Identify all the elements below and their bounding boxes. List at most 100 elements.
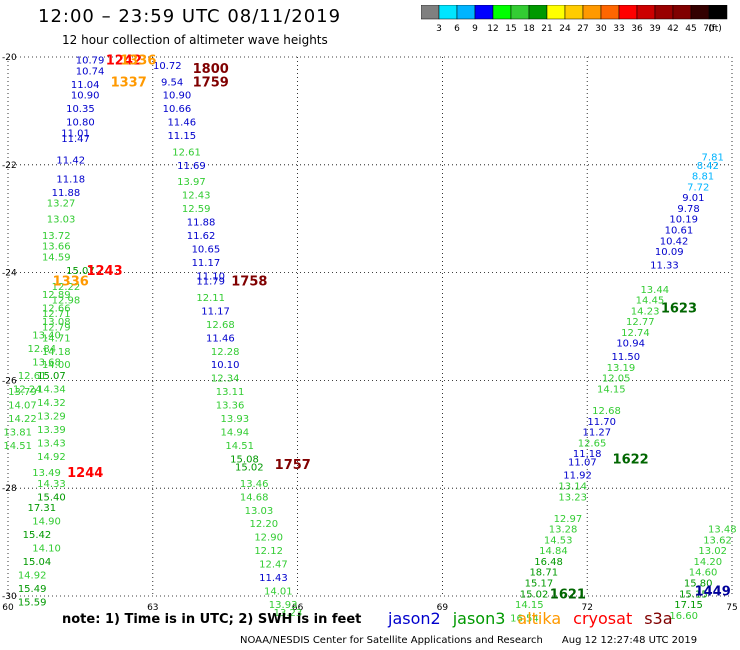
wave-height-value: 12.74 [621, 328, 650, 339]
wave-height-value: 12.79 [42, 323, 71, 334]
wave-height-value: 13.36 [216, 401, 245, 412]
wave-height-value: 13.23 [558, 492, 587, 503]
wave-height-value: 12.68 [592, 406, 621, 417]
wave-height-value: 14.18 [42, 347, 71, 358]
wave-height-value: 14.84 [539, 546, 568, 557]
wave-height-value: 15.02 [235, 463, 264, 474]
wave-height-value: 14.00 [42, 360, 71, 371]
wave-height-value: 9.01 [682, 193, 704, 204]
wave-height-value: 12.28 [211, 347, 240, 358]
wave-height-value: 12.59 [182, 204, 211, 215]
wave-height-value: 8.81 [692, 172, 714, 183]
wave-height-value: 10.79 [76, 56, 105, 67]
wave-height-value: 10.10 [211, 360, 240, 371]
wave-height-value: 14.53 [544, 535, 573, 546]
wave-height-value: 11.33 [650, 261, 679, 272]
wave-height-value: 11.07 [568, 457, 597, 468]
longitude-label: 60 [2, 603, 14, 613]
wave-height-value: 14.15 [597, 384, 626, 395]
legend-item-jason3: jason3 [452, 609, 506, 628]
color-scale-label: 30 [595, 24, 607, 33]
wave-height-value: 11.15 [167, 131, 196, 142]
wave-height-value: 13.62 [703, 535, 732, 546]
wave-height-value: 14.92 [18, 570, 47, 581]
wave-height-value: 15.15 [679, 589, 708, 600]
wave-height-value: 14.34 [37, 384, 66, 395]
wave-height-value: 11.50 [611, 352, 640, 363]
wave-height-value: 13.19 [607, 363, 636, 374]
wave-height-value: 13.44 [640, 285, 669, 296]
wave-height-value: 12.97 [554, 514, 583, 525]
wave-height-value: 11.17 [192, 258, 221, 269]
wave-height-value: 10.65 [192, 244, 221, 255]
pass-time-label: 1243 [86, 264, 122, 279]
wave-height-value: 13.49 [32, 468, 61, 479]
wave-height-value: 13.68 [32, 358, 61, 369]
color-scale-label: 3 [436, 24, 442, 33]
wave-height-value: 10.42 [660, 236, 689, 247]
wave-height-value: 12.89 [42, 290, 71, 301]
wave-height-value: 7.72 [687, 182, 709, 193]
wave-height-value: 9.78 [677, 204, 699, 215]
wave-height-value: 12.12 [254, 546, 283, 557]
wave-height-value: 13.43 [37, 438, 66, 449]
wave-height-value: 12.61 [172, 147, 201, 158]
color-scale-label: 45 [685, 24, 696, 33]
pass-time-label: 1623 [661, 302, 697, 317]
wave-height-value: 14.68 [240, 492, 269, 503]
wave-height-value: 15.04 [23, 557, 52, 568]
wave-height-value: 16.54 [510, 614, 539, 625]
wave-height-value: 14.51 [225, 441, 254, 452]
wave-height-value: 14.71 [42, 333, 71, 344]
pass-time-label: 1244 [67, 466, 103, 481]
wave-height-value: 13.93 [269, 600, 298, 611]
wave-height-value: 14.51 [3, 441, 32, 452]
wave-height-value: 18.71 [529, 568, 558, 579]
wave-height-value: 13.29 [37, 411, 66, 422]
wave-height-value: 7.81 [702, 153, 724, 164]
color-scale-label: 33 [613, 24, 624, 33]
wave-height-value: 11.69 [177, 161, 206, 172]
wave-height-value: 12.47 [259, 560, 288, 571]
wave-height-value: 10.61 [665, 225, 694, 236]
color-scale-label: 18 [523, 24, 535, 33]
wave-height-value: 14.01 [264, 587, 293, 598]
wave-height-value: 13.27 [47, 199, 76, 210]
pass-time-label: 1242 [106, 54, 142, 69]
wave-height-value: 15.02 [520, 589, 549, 600]
wave-height-value: 15.59 [18, 597, 47, 608]
wave-height-value: 13.48 [708, 525, 737, 536]
color-scale-label: 15 [505, 24, 516, 33]
wave-height-value: 11.10 [196, 271, 225, 282]
map-title: 12:00 – 23:59 UTC 08/11/2019 [38, 6, 342, 27]
color-scale-label: 24 [559, 24, 571, 33]
wave-height-value: 11.62 [187, 231, 216, 242]
wave-height-value: 17.31 [27, 503, 56, 514]
wave-height-value: 15.07 [66, 266, 95, 277]
color-scale-label: 12 [487, 24, 498, 33]
wave-height-value: 13.03 [245, 506, 274, 517]
wave-height-value: 13.72 [42, 231, 71, 242]
wave-height-value: 14.07 [8, 401, 37, 412]
wave-height-value: 13.28 [549, 525, 578, 536]
wave-height-value: 14.10 [32, 543, 61, 554]
wave-height-value: 14.45 [636, 296, 665, 307]
wave-height-value: 12.43 [182, 190, 211, 201]
wave-height-value: 15.40 [37, 492, 66, 503]
wave-height-value: 15.08 [230, 455, 259, 466]
wave-height-value: 14.90 [32, 517, 61, 528]
wave-height-value: 10.94 [616, 339, 645, 350]
wave-height-value: 15.49 [18, 584, 47, 595]
wave-height-value: 11.04 [71, 80, 100, 91]
wave-height-value: 13.39 [37, 425, 66, 436]
legend-item-altika: altika [517, 609, 562, 628]
latitude-label: -28 [2, 484, 17, 494]
wave-height-value: 10.19 [669, 215, 698, 226]
wave-height-value: 13.66 [42, 242, 71, 253]
latitude-label: -24 [2, 269, 17, 279]
pass-time-label: 1449 [695, 585, 731, 600]
wave-height-value: 12.61 [18, 371, 47, 382]
wave-height-value: 14.20 [694, 557, 723, 568]
wave-height-value: 10.66 [163, 104, 192, 115]
wave-height-value: 11.18 [573, 449, 602, 460]
